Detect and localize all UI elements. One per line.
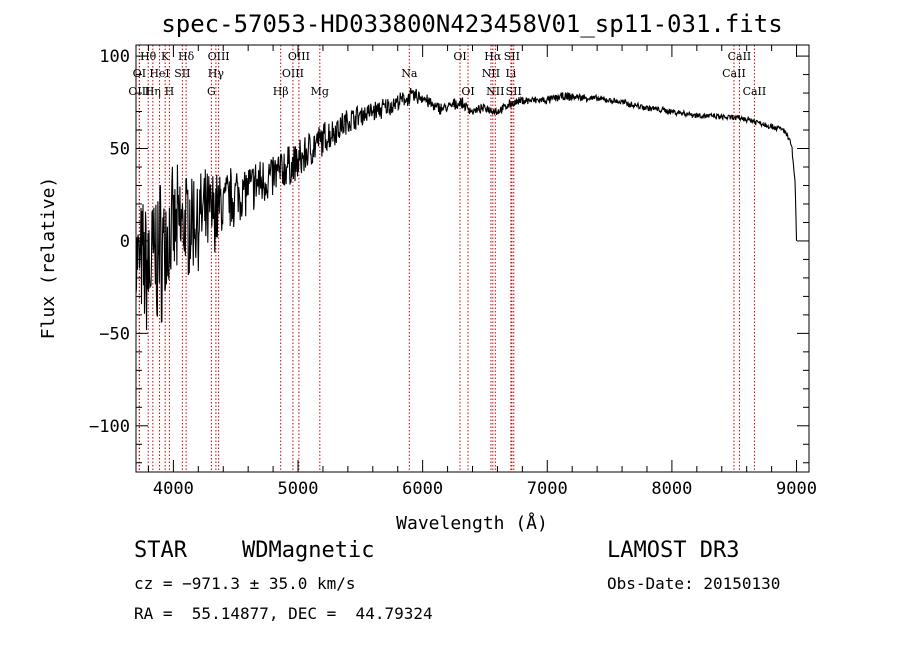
y-tick-label-1: −50 [99,324,130,344]
y-tick-label-0: −100 [89,417,130,437]
coordinates: RA = 55.14877, DEC = 44.79324 [134,604,433,623]
y-axis-label: Flux (relative) [38,177,59,340]
line-label-0: Hθ [140,50,157,63]
x-axis: 4000 5000 6000 7000 8000 9000 [147,45,817,499]
line-label-8: CaII [728,50,752,63]
spectrum-line [135,88,798,331]
line-label-12: Hγ [208,67,225,80]
object-subclass: WDMagnetic [242,538,375,563]
line-label-10: HeI [149,67,169,80]
line-label-23: Mg [311,85,329,98]
line-label-20: H [165,85,175,98]
line-label-26: SII [506,85,522,98]
line-label-16: Li [505,67,516,80]
line-label-3: OIII [208,50,230,63]
line-label-9: OI [133,67,146,80]
x-tick-label-5: 9000 [776,479,817,499]
spectrum-series [135,88,798,331]
line-label-1: K [161,50,170,63]
redshift-velocity: cz = −971.3 ± 35.0 km/s [134,574,356,593]
y-tick-label-4: 100 [99,47,130,67]
x-tick-label-4: 8000 [651,479,692,499]
line-label-27: CaII [743,85,767,98]
line-label-18: OIII [128,85,150,98]
line-label-14: Na [401,67,418,80]
line-label-11: SII [174,67,190,80]
line-label-15: NII [482,67,500,80]
line-label-19: Hη [145,85,161,98]
line-label-5: OI [453,50,466,63]
x-tick-label-3: 7000 [527,479,568,499]
observation-date: Obs-Date: 20150130 [607,574,781,593]
y-tick-label-2: 0 [120,232,130,252]
line-label-25: NII [486,85,504,98]
line-label-6: Hα [484,50,502,63]
x-axis-label: Wavelength (Å) [396,512,548,534]
line-label-22: Hβ [273,85,289,98]
plot-frame [135,44,810,473]
x-tick-label-1: 5000 [278,479,319,499]
survey-name: LAMOST DR3 [607,538,740,563]
line-label-24: OI [461,85,474,98]
line-label-21: G [207,85,216,98]
line-label-17: CaII [722,67,746,80]
line-label-7: SII [504,50,520,63]
y-tick-label-3: 50 [110,140,130,160]
line-label-4: OIII [288,50,310,63]
line-label-2: Hδ [178,50,195,63]
line-label-13: OIII [282,67,304,80]
chart-title: spec-57053-HD033800N423458V01_sp11-031.f… [161,10,782,38]
x-tick-label-0: 4000 [153,479,194,499]
y-axis: −100 −50 0 50 100 [89,47,809,464]
x-tick-label-2: 6000 [402,479,443,499]
object-type: STAR [134,538,187,563]
